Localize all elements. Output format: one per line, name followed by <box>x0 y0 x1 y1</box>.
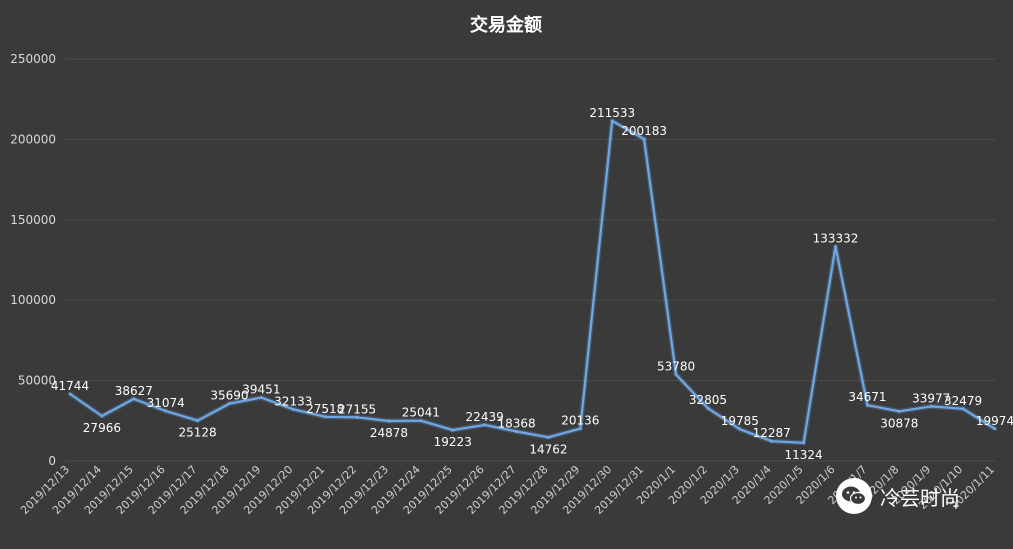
data-point <box>164 409 168 413</box>
y-axis-tick-labels: 0 50000 100000 150000 200000 250000 <box>10 52 56 468</box>
data-label: 30878 <box>880 416 918 430</box>
data-label: 25041 <box>402 406 440 420</box>
data-point <box>387 419 391 423</box>
data-point <box>132 397 136 401</box>
data-point <box>897 409 901 413</box>
data-label: 14762 <box>529 442 567 456</box>
data-point <box>642 137 646 141</box>
data-label: 31074 <box>147 396 185 410</box>
data-point <box>100 414 104 418</box>
data-label: 19974 <box>976 414 1013 428</box>
data-point <box>483 423 487 427</box>
data-label: 20136 <box>561 414 599 428</box>
data-label: 25128 <box>178 426 216 440</box>
data-point <box>610 119 614 123</box>
data-point <box>419 419 423 423</box>
data-point <box>68 392 72 396</box>
y-tick-label: 100000 <box>10 293 56 307</box>
data-label: 27966 <box>83 421 121 435</box>
data-label: 53780 <box>657 360 695 374</box>
data-point <box>834 245 838 249</box>
data-point <box>546 435 550 439</box>
data-label: 41744 <box>51 379 89 393</box>
data-label: 27155 <box>338 402 376 416</box>
data-point <box>451 428 455 432</box>
data-point <box>355 415 359 419</box>
data-point <box>770 439 774 443</box>
series-line-layer <box>68 118 997 446</box>
data-label: 12287 <box>753 426 791 440</box>
data-label: 33977 <box>912 391 950 405</box>
data-point <box>323 415 327 419</box>
data-label: 133332 <box>813 232 859 246</box>
data-point <box>227 402 231 406</box>
data-point <box>196 419 200 423</box>
data-point <box>738 427 742 431</box>
data-point <box>929 404 933 408</box>
data-label: 211533 <box>589 106 635 120</box>
watermark-text: 冷芸时尚 <box>880 485 960 510</box>
data-point <box>961 407 965 411</box>
y-tick-label: 200000 <box>10 132 56 146</box>
data-point <box>802 441 806 445</box>
data-label: 32133 <box>274 394 312 408</box>
data-point <box>515 429 519 433</box>
data-point <box>706 406 710 410</box>
data-label: 18368 <box>497 416 535 430</box>
data-label: 22439 <box>466 410 504 424</box>
data-label: 19785 <box>721 414 759 428</box>
data-label: 34671 <box>848 390 886 404</box>
data-label: 24878 <box>370 426 408 440</box>
chart-title: 交易金额 <box>470 14 542 36</box>
y-tick-label: 250000 <box>10 52 56 66</box>
data-label: 27518 <box>306 402 344 416</box>
data-label: 200183 <box>621 124 667 138</box>
data-point <box>578 427 582 431</box>
data-label: 38627 <box>115 384 153 398</box>
wechat-icon <box>836 478 872 514</box>
gridlines <box>65 58 995 462</box>
data-point <box>993 427 997 431</box>
y-tick-label: 50000 <box>18 374 56 388</box>
data-label: 32479 <box>944 394 982 408</box>
data-label: 35690 <box>210 389 248 403</box>
data-point <box>674 373 678 377</box>
series-line <box>69 119 996 444</box>
data-label: 32805 <box>689 393 727 407</box>
data-point <box>291 407 295 411</box>
y-tick-label: 150000 <box>10 213 56 227</box>
watermark: 冷芸时尚 <box>836 478 960 514</box>
y-tick-label: 0 <box>48 454 56 468</box>
data-label: 11324 <box>785 448 823 462</box>
data-point <box>259 396 263 400</box>
data-point <box>865 403 869 407</box>
data-label: 19223 <box>434 435 472 449</box>
data-label: 39451 <box>242 383 280 397</box>
